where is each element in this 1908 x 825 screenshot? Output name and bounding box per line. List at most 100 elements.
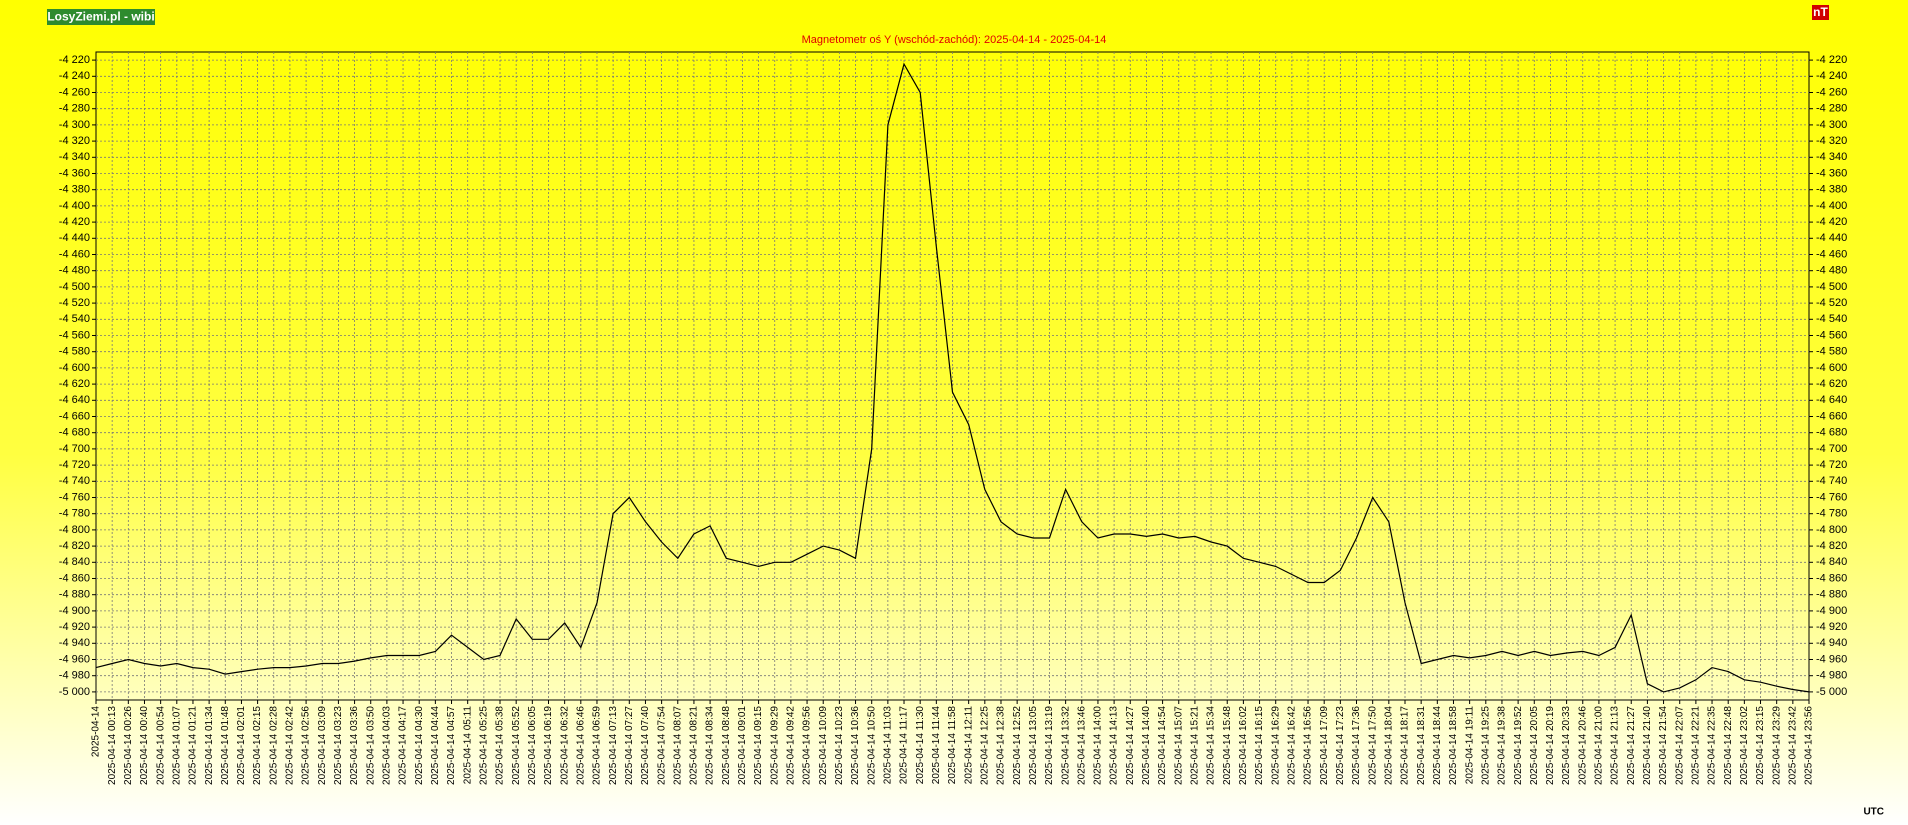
- y2-tick-label: -4 480: [1816, 265, 1847, 277]
- x-tick-label: 2025-04-14 04:57: [446, 706, 457, 785]
- y-tick-label: -4 360: [59, 167, 90, 179]
- y2-tick-label: -4 560: [1816, 329, 1847, 341]
- y-tick-label: -4 320: [59, 135, 90, 147]
- x-tick-label: 2025-04-14 16:56: [1303, 706, 1314, 785]
- x-tick-label: 2025-04-14 04:03: [382, 706, 393, 785]
- x-tick-label: 2025-04-14 22:21: [1691, 706, 1702, 785]
- y-tick-label: -4 900: [59, 605, 90, 617]
- x-tick-label: 2025-04-14 02:15: [252, 706, 263, 785]
- x-tick-label: 2025-04-14 21:27: [1626, 706, 1637, 785]
- x-tick-label: 2025-04-14 16:29: [1270, 706, 1281, 785]
- x-tick-label: 2025-04-14 19:25: [1480, 706, 1491, 785]
- x-tick-label: 2025-04-14 08:48: [721, 706, 732, 785]
- y2-tick-label: -4 360: [1816, 167, 1847, 179]
- x-tick-label: 2025-04-14 03:36: [349, 706, 360, 785]
- y-tick-label: -4 380: [59, 184, 90, 196]
- x-tick-label: 2025-04-14 08:34: [705, 706, 716, 785]
- x-tick-label: 2025-04-14 21:00: [1594, 706, 1605, 785]
- y2-tick-label: -4 840: [1816, 556, 1847, 568]
- unit-box: [1812, 5, 1829, 20]
- x-tick-label: 2025-04-14 04:44: [430, 706, 441, 785]
- x-tick-label: 2025-04-14 14:27: [1125, 706, 1136, 785]
- x-tick-label: 2025-04-14 03:09: [317, 706, 328, 785]
- y-tick-label: -4 840: [59, 556, 90, 568]
- x-tick-label: 2025-04-14 18:31: [1416, 706, 1427, 785]
- y-tick-label: -4 460: [59, 248, 90, 260]
- y2-tick-label: -4 780: [1816, 508, 1847, 520]
- x-tick-label: 2025-04-14 07:13: [608, 706, 619, 785]
- x-tick-label: 2025-04-14 12:38: [996, 706, 1007, 785]
- y-tick-label: -4 780: [59, 508, 90, 520]
- x-tick-label: 2025-04-14 21:54: [1658, 706, 1669, 785]
- y2-tick-label: -4 340: [1816, 151, 1847, 163]
- x-tick-label: 2025-04-14 02:28: [268, 706, 279, 785]
- y2-tick-label: -4 460: [1816, 248, 1847, 260]
- x-tick-label: 2025-04-14 07:54: [656, 706, 667, 785]
- y-tick-label: -4 940: [59, 637, 90, 649]
- y-tick-label: -4 760: [59, 491, 90, 503]
- x-tick-label: 2025-04-14 18:04: [1383, 706, 1394, 785]
- x-tick-label: 2025-04-14 22:48: [1723, 706, 1734, 785]
- y-tick-label: -4 820: [59, 540, 90, 552]
- x-tick-label: 2025-04-14 13:46: [1076, 706, 1087, 785]
- x-tick-label: 2025-04-14 23:02: [1739, 706, 1750, 785]
- x-tick-label: 2025-04-14 02:01: [236, 706, 247, 785]
- x-tick-label: 2025-04-14 02:56: [301, 706, 312, 785]
- x-tick-label: 2025-04-14 06:19: [543, 706, 554, 785]
- y2-tick-label: -4 880: [1816, 589, 1847, 601]
- y2-tick-label: -4 400: [1816, 200, 1847, 212]
- y2-tick-label: -4 580: [1816, 346, 1847, 358]
- x-tick-label: 2025-04-14 01:07: [171, 706, 182, 785]
- x-tick-label: 2025-04-14 10:50: [866, 706, 877, 785]
- x-tick-label: 2025-04-14 11:58: [947, 706, 958, 785]
- x-tick-label: 2025-04-14 10:23: [834, 706, 845, 785]
- x-tick-label: 2025-04-14 09:29: [769, 706, 780, 785]
- x-tick-label: 2025-04-14 18:44: [1432, 706, 1443, 785]
- y2-tick-label: -4 900: [1816, 605, 1847, 617]
- x-tick-label: 2025-04-14 01:21: [188, 706, 199, 785]
- y2-tick-label: -5 000: [1816, 686, 1847, 698]
- y2-tick-label: -4 860: [1816, 572, 1847, 584]
- x-tick-label: 2025-04-14 13:05: [1028, 706, 1039, 785]
- y-tick-label: -4 980: [59, 670, 90, 682]
- x-tick-label: 2025-04-14 19:52: [1513, 706, 1524, 785]
- x-tick-label: 2025-04-14 14:54: [1157, 706, 1168, 785]
- y-tick-label: -4 620: [59, 378, 90, 390]
- x-tick-label: 2025-04-14 14:40: [1141, 706, 1152, 785]
- y-tick-label: -4 520: [59, 297, 90, 309]
- x-tick-label: 2025-04-14 08:21: [689, 706, 700, 785]
- x-tick-label: 2025-04-14 23:56: [1804, 706, 1815, 785]
- x-tick-label: 2025-04-14 01:48: [220, 706, 231, 785]
- x-tick-label: 2025-04-14 14:13: [1109, 706, 1120, 785]
- x-tick-label: 2025-04-14 09:15: [753, 706, 764, 785]
- footer: UTC: [1863, 807, 1884, 818]
- x-tick-label: 2025-04-14 09:42: [786, 706, 797, 785]
- x-tick-label: 2025-04-14 18:17: [1400, 706, 1411, 785]
- x-tick-label: 2025-04-14 12:25: [979, 706, 990, 785]
- x-tick-label: 2025-04-14 09:01: [737, 706, 748, 785]
- x-tick-label: 2025-04-14 03:50: [365, 706, 376, 785]
- x-tick-label: 2025-04-14 17:50: [1367, 706, 1378, 785]
- y-tick-label: -4 800: [59, 524, 90, 536]
- x-tick-label: 2025-04-14 06:32: [559, 706, 570, 785]
- y-tick-label: -4 340: [59, 151, 90, 163]
- x-tick-label: 2025-04-14 06:46: [575, 706, 586, 785]
- y-tick-label: -4 680: [59, 427, 90, 439]
- y2-tick-label: -4 420: [1816, 216, 1847, 228]
- y2-tick-label: -4 700: [1816, 443, 1847, 455]
- x-tick-label: 2025-04-14 13:32: [1060, 706, 1071, 785]
- y2-tick-label: -4 620: [1816, 378, 1847, 390]
- x-tick-label: 2025-04-14 11:03: [882, 706, 893, 785]
- y2-tick-label: -4 960: [1816, 653, 1847, 665]
- x-tick-label: 2025-04-14 01:34: [204, 706, 215, 785]
- x-tick-label: 2025-04-14 12:52: [1012, 706, 1023, 785]
- x-tick-label: 2025-04-14 00:13: [107, 706, 118, 785]
- x-tick-label: 2025-04-14 20:19: [1545, 706, 1556, 785]
- x-tick-label: 2025-04-14 13:19: [1044, 706, 1055, 785]
- y2-tick-label: -4 660: [1816, 410, 1847, 422]
- x-tick-label: 2025-04-14 23:15: [1755, 706, 1766, 785]
- x-tick-label: 2025-04-14 16:42: [1287, 706, 1298, 785]
- y-tick-label: -4 640: [59, 394, 90, 406]
